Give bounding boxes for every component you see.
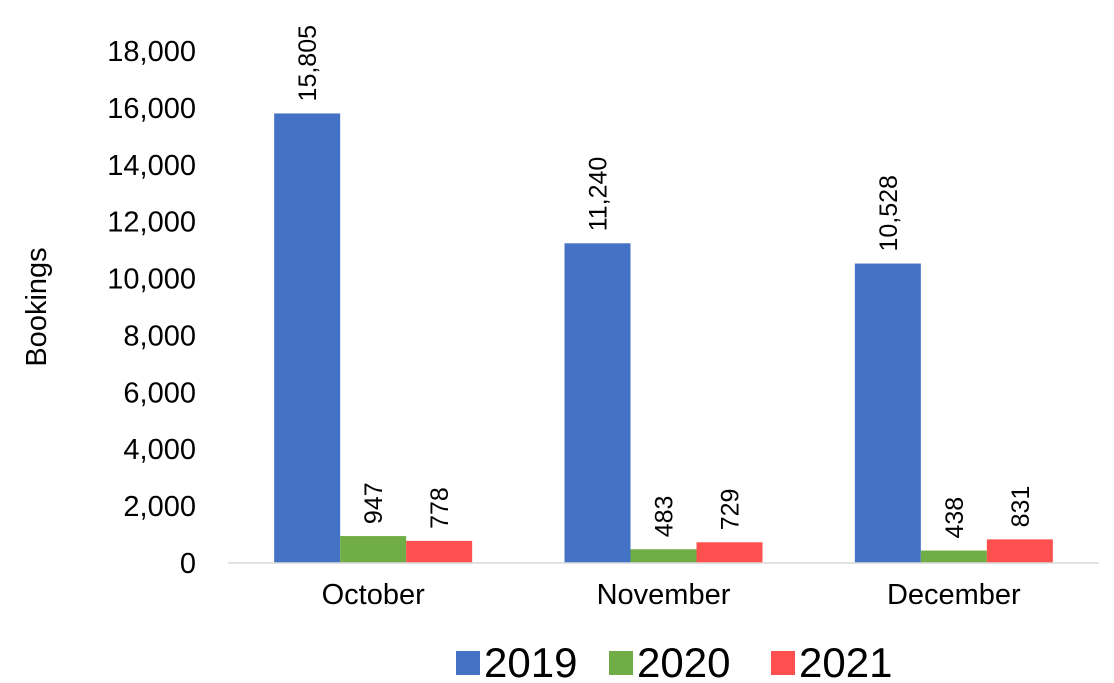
x-axis: October November December <box>322 579 1021 611</box>
y-tick-label: 10,000 <box>107 264 196 296</box>
bars <box>274 113 1053 564</box>
x-tick-label: October <box>322 579 425 611</box>
bar-2019-december <box>854 263 921 563</box>
data-label: 11,240 <box>585 157 613 232</box>
x-tick-label: December <box>887 579 1021 611</box>
y-tick-label: 14,000 <box>107 150 196 182</box>
y-tick-label: 4,000 <box>123 434 196 466</box>
y-tick-label: 18,000 <box>107 36 196 68</box>
bar-2020-october <box>340 536 407 563</box>
y-tick-label: 12,000 <box>107 207 196 239</box>
legend-swatch-2020 <box>609 651 633 675</box>
y-tick-label: 0 <box>180 548 196 580</box>
bar-2021-december <box>986 539 1053 563</box>
data-label: 947 <box>360 482 388 524</box>
data-labels: 15,805 947 778 11,240 483 729 10,528 438 831 <box>294 25 1035 539</box>
data-label: 483 <box>651 496 679 538</box>
bar-2021-november <box>696 542 763 563</box>
y-tick-label: 16,000 <box>107 93 196 125</box>
y-axis-title: Bookings <box>21 247 53 366</box>
bar-2019-october <box>274 113 341 564</box>
legend-label-2020: 2020 <box>637 639 730 683</box>
legend-label-2019: 2019 <box>484 639 577 683</box>
data-label: 778 <box>426 487 454 529</box>
y-tick-label: 2,000 <box>123 491 196 523</box>
data-label: 831 <box>1007 486 1035 528</box>
data-label: 729 <box>717 489 745 531</box>
legend-swatch-2019 <box>456 651 480 675</box>
bar-2020-december <box>920 550 987 563</box>
x-tick-label: November <box>597 579 731 611</box>
data-label: 10,528 <box>875 175 903 251</box>
legend-label-2021: 2021 <box>799 639 892 683</box>
bar-2020-november <box>630 549 697 563</box>
y-tick-label: 6,000 <box>123 377 196 409</box>
legend-swatch-2021 <box>771 651 795 675</box>
y-tick-label: 8,000 <box>123 320 196 352</box>
bar-2019-november <box>564 243 631 564</box>
legend: 2019 2020 2021 <box>456 639 892 683</box>
y-axis: 0 2,000 4,000 6,000 8,000 10,000 12,000 14,000 1… <box>107 36 196 580</box>
data-label: 438 <box>941 497 969 539</box>
bar-2021-october <box>406 540 473 563</box>
data-label: 15,805 <box>294 25 322 101</box>
